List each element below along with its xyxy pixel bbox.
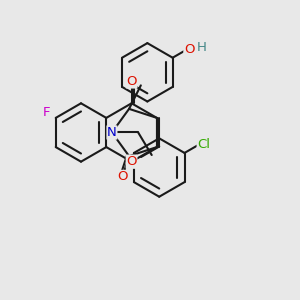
- Text: H: H: [196, 41, 206, 54]
- Text: Cl: Cl: [197, 138, 210, 152]
- Text: N: N: [107, 126, 117, 139]
- Text: O: O: [117, 170, 128, 183]
- Text: O: O: [184, 43, 194, 56]
- Text: O: O: [126, 155, 137, 168]
- Text: F: F: [42, 106, 50, 119]
- Text: O: O: [126, 75, 137, 88]
